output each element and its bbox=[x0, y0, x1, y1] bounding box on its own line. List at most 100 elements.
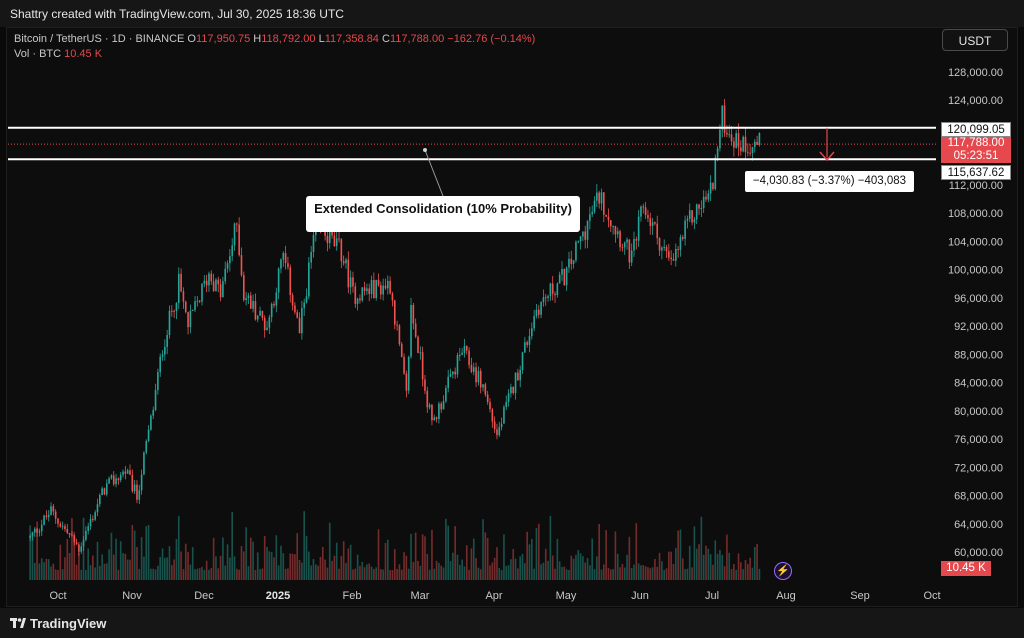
candle-body[interactable] bbox=[238, 224, 240, 256]
candle-body[interactable] bbox=[380, 285, 382, 295]
candle-body[interactable] bbox=[370, 280, 373, 294]
lightning-icon[interactable]: ⚡ bbox=[774, 562, 792, 580]
candle-body[interactable] bbox=[180, 273, 182, 292]
candle-body[interactable] bbox=[442, 401, 445, 410]
candle-body[interactable] bbox=[449, 374, 452, 377]
candle-body[interactable] bbox=[101, 488, 103, 496]
candle-body[interactable] bbox=[201, 283, 203, 302]
candle-body[interactable] bbox=[377, 279, 380, 286]
candle-body[interactable] bbox=[579, 236, 582, 242]
candle-body[interactable] bbox=[312, 234, 315, 253]
candle-body[interactable] bbox=[598, 192, 600, 204]
candle-body[interactable] bbox=[289, 267, 292, 296]
candle-body[interactable] bbox=[737, 133, 740, 148]
candle-body[interactable] bbox=[124, 471, 127, 474]
candle-body[interactable] bbox=[112, 475, 115, 485]
candle-body[interactable] bbox=[500, 423, 503, 427]
candle-body[interactable] bbox=[96, 504, 99, 513]
candle-body[interactable] bbox=[224, 268, 227, 282]
candle-body[interactable] bbox=[517, 372, 519, 381]
candle-body[interactable] bbox=[400, 343, 403, 357]
candle-body[interactable] bbox=[210, 273, 213, 282]
candle-body[interactable] bbox=[530, 328, 533, 337]
candle-body[interactable] bbox=[368, 288, 371, 294]
candle-body[interactable] bbox=[331, 231, 333, 236]
candle-body[interactable] bbox=[723, 105, 726, 133]
candle-body[interactable] bbox=[733, 141, 735, 148]
candle-body[interactable] bbox=[247, 295, 250, 299]
candle-body[interactable] bbox=[698, 204, 700, 209]
candle-body[interactable] bbox=[556, 283, 559, 296]
candle-body[interactable] bbox=[352, 277, 354, 287]
candle-body[interactable] bbox=[375, 279, 378, 298]
candle-body[interactable] bbox=[642, 206, 645, 208]
candle-body[interactable] bbox=[558, 274, 561, 284]
candle-body[interactable] bbox=[661, 247, 663, 251]
candle-body[interactable] bbox=[177, 273, 180, 303]
candle-body[interactable] bbox=[672, 259, 675, 261]
candle-body[interactable] bbox=[609, 220, 612, 227]
candle-body[interactable] bbox=[52, 506, 55, 512]
candle-body[interactable] bbox=[98, 495, 101, 505]
chart-frame[interactable] bbox=[6, 27, 1018, 607]
candle-body[interactable] bbox=[157, 372, 159, 391]
candle-body[interactable] bbox=[586, 220, 589, 240]
candle-body[interactable] bbox=[695, 204, 698, 220]
candle-body[interactable] bbox=[561, 269, 563, 275]
candle-body[interactable] bbox=[524, 342, 526, 353]
candle-body[interactable] bbox=[700, 208, 703, 210]
candle-body[interactable] bbox=[29, 535, 31, 538]
candle-body[interactable] bbox=[414, 323, 417, 337]
candle-body[interactable] bbox=[68, 533, 71, 535]
candle-body[interactable] bbox=[758, 133, 761, 145]
candle-body[interactable] bbox=[273, 303, 275, 306]
candle-body[interactable] bbox=[540, 301, 542, 315]
candle-body[interactable] bbox=[693, 219, 696, 223]
candle-body[interactable] bbox=[596, 192, 598, 201]
candle-body[interactable] bbox=[614, 226, 617, 235]
candle-body[interactable] bbox=[407, 356, 410, 391]
candle-body[interactable] bbox=[298, 317, 301, 334]
candle-body[interactable] bbox=[445, 388, 447, 402]
candle-body[interactable] bbox=[80, 546, 83, 552]
candle-body[interactable] bbox=[389, 280, 391, 294]
candle-body[interactable] bbox=[431, 404, 433, 421]
candle-body[interactable] bbox=[533, 316, 535, 329]
candle-body[interactable] bbox=[651, 222, 654, 227]
candle-body[interactable] bbox=[256, 315, 259, 320]
candle-body[interactable] bbox=[150, 415, 152, 430]
candle-body[interactable] bbox=[122, 471, 124, 475]
candle-body[interactable] bbox=[259, 310, 261, 316]
candle-body[interactable] bbox=[198, 300, 201, 302]
candle-body[interactable] bbox=[512, 386, 515, 394]
candle-body[interactable] bbox=[391, 293, 394, 301]
candle-body[interactable] bbox=[633, 239, 635, 251]
candle-body[interactable] bbox=[347, 259, 350, 288]
candle-body[interactable] bbox=[702, 196, 705, 209]
candle-body[interactable] bbox=[261, 310, 264, 318]
candle-body[interactable] bbox=[75, 542, 78, 545]
annotation-callout[interactable]: Extended Consolidation (10% Probability) bbox=[306, 196, 580, 232]
candle-body[interactable] bbox=[568, 258, 570, 268]
candle-body[interactable] bbox=[126, 470, 129, 474]
candle-body[interactable] bbox=[168, 310, 171, 336]
candle-body[interactable] bbox=[716, 148, 719, 158]
candle-body[interactable] bbox=[468, 350, 470, 365]
candle-body[interactable] bbox=[684, 220, 686, 239]
candle-body[interactable] bbox=[486, 394, 489, 403]
candle-body[interactable] bbox=[382, 285, 384, 295]
candle-body[interactable] bbox=[712, 182, 714, 190]
candle-body[interactable] bbox=[554, 293, 556, 296]
candle-body[interactable] bbox=[746, 152, 749, 154]
candle-body[interactable] bbox=[482, 384, 484, 388]
candle-body[interactable] bbox=[143, 452, 145, 475]
candle-body[interactable] bbox=[384, 285, 387, 289]
candle-body[interactable] bbox=[463, 346, 466, 353]
candle-body[interactable] bbox=[266, 327, 268, 331]
candle-body[interactable] bbox=[424, 379, 426, 391]
candle-body[interactable] bbox=[577, 241, 580, 243]
candle-body[interactable] bbox=[654, 222, 656, 224]
candle-body[interactable] bbox=[105, 483, 108, 495]
candle-body[interactable] bbox=[205, 280, 208, 286]
